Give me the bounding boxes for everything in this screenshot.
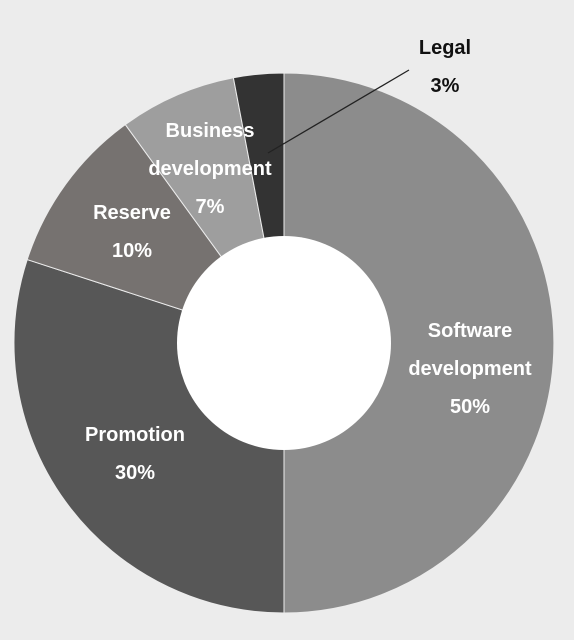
labels-group: Software development 50% Promotion 30% Reserv… [85,37,532,484]
slice-software-development [283,72,555,614]
slice-value-business-development: 7% [196,196,225,218]
slice-label-business-development-1: development [148,158,272,180]
donut-hole [177,236,391,450]
slice-label-software-development-0: Software [428,320,512,342]
slice-label-software-development-1: development [408,358,532,380]
slice-label-business-development-0: Business [166,120,255,142]
legal-leader-line [267,69,410,154]
slice-label-promotion-0: Promotion [85,424,185,446]
slice-label-legal-0: Legal [419,37,471,59]
slice-value-legal: 3% [431,75,460,97]
slice-value-software-development: 50% [450,396,490,418]
slice-value-reserve: 10% [112,240,152,262]
slice-value-promotion: 30% [115,462,155,484]
slice-label-reserve-0: Reserve [93,202,171,224]
